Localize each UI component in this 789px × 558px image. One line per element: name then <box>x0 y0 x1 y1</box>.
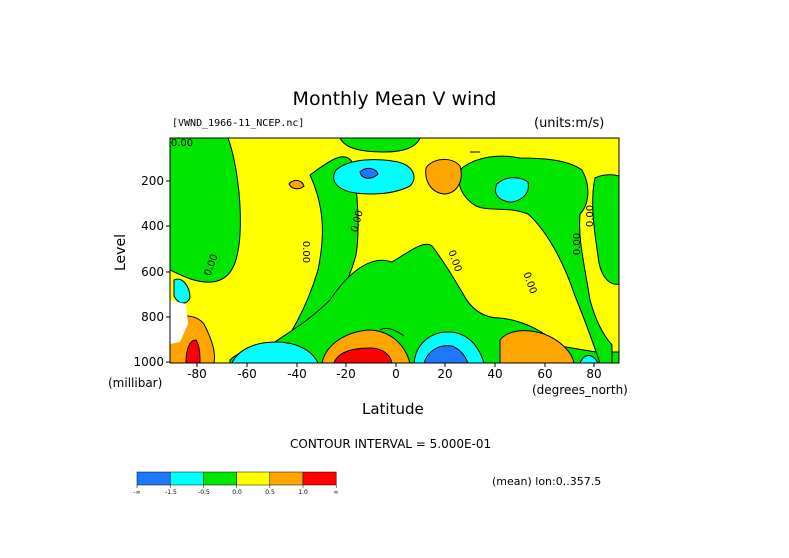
chart-title: Monthly Mean V wind <box>292 88 497 110</box>
colorbar-swatch <box>269 471 304 486</box>
x-tick-label: -20 <box>336 367 356 381</box>
contour-line-eq <box>379 327 405 337</box>
region-cyan-nh-upper <box>495 177 529 203</box>
y-axis-unit: (millibar) <box>108 376 163 390</box>
region-cyan-sh-lower <box>231 341 319 363</box>
x-axis-label: Latitude <box>362 400 424 418</box>
region-cyan-polar-sh <box>173 278 191 304</box>
x-tick-label: 0 <box>392 367 400 381</box>
colorbar-swatch <box>136 471 171 486</box>
y-tick-label: 800 <box>141 310 164 324</box>
region-orange-upper-nh <box>425 159 462 195</box>
region-green-nh-east <box>592 174 619 285</box>
y-axis-label: Level <box>113 234 129 271</box>
y-tick-label: 400 <box>141 219 164 233</box>
plot-area <box>170 138 619 363</box>
region-red-lower-eq <box>333 347 393 363</box>
contour-label: 0.00 <box>585 205 596 227</box>
contour-label: 0.00 <box>171 138 193 149</box>
colorbar-label: 0.5 <box>265 489 275 496</box>
region-blue-upper-eq <box>359 167 379 179</box>
contour-interval-label: CONTOUR INTERVAL = 5.000E-01 <box>290 437 492 451</box>
region-green-top-center <box>339 138 421 153</box>
colorbar <box>136 471 337 488</box>
x-axis-unit: (degrees_north) <box>532 383 628 397</box>
region-orange-lower-nh <box>499 330 575 363</box>
x-tick-label: 40 <box>487 367 503 381</box>
x-tick-label: 20 <box>437 367 453 381</box>
colorbar-swatch <box>302 471 337 486</box>
colorbar-label: 1.0 <box>298 489 308 496</box>
region-red-polar-sh <box>185 339 201 363</box>
region-missing-polar <box>170 300 188 344</box>
x-tick-marks <box>196 363 595 367</box>
colorbar-label: -0.5 <box>198 489 210 496</box>
y-tick-marks <box>166 180 170 363</box>
y-tick-label: 200 <box>141 174 164 188</box>
colorbar-label: -∞ <box>133 489 141 496</box>
y-tick-label: 1000 <box>133 355 164 369</box>
colorbar-label: 0.0 <box>232 489 242 496</box>
mean-longitude-label: (mean) lon:0..357.5 <box>492 475 602 488</box>
region-green-nh-tilt <box>458 155 613 363</box>
x-tick-label: 80 <box>586 367 602 381</box>
y-tick-label: 600 <box>141 265 164 279</box>
colorbar-label: -1.5 <box>165 489 177 496</box>
units-label: (units:m/s) <box>534 116 605 131</box>
x-tick-label: -60 <box>237 367 257 381</box>
region-blue-lower-eq <box>423 345 469 363</box>
plot-frame <box>169 137 620 364</box>
contour-label: 0.00 <box>300 241 311 263</box>
colorbar-swatch <box>169 471 204 486</box>
file-label: [VWND_1966-11_NCEP.nc] <box>172 118 305 129</box>
colorbar-label: ∞ <box>333 489 339 496</box>
x-tick-label: 60 <box>537 367 553 381</box>
colorbar-swatch <box>203 471 237 486</box>
region-orange-small-sh <box>288 179 305 190</box>
x-tick-label: -40 <box>287 367 307 381</box>
x-tick-label: -80 <box>187 367 207 381</box>
contour-label: 0.00 <box>572 233 583 255</box>
colorbar-swatch <box>236 471 271 486</box>
region-green-sh-west <box>170 138 241 283</box>
